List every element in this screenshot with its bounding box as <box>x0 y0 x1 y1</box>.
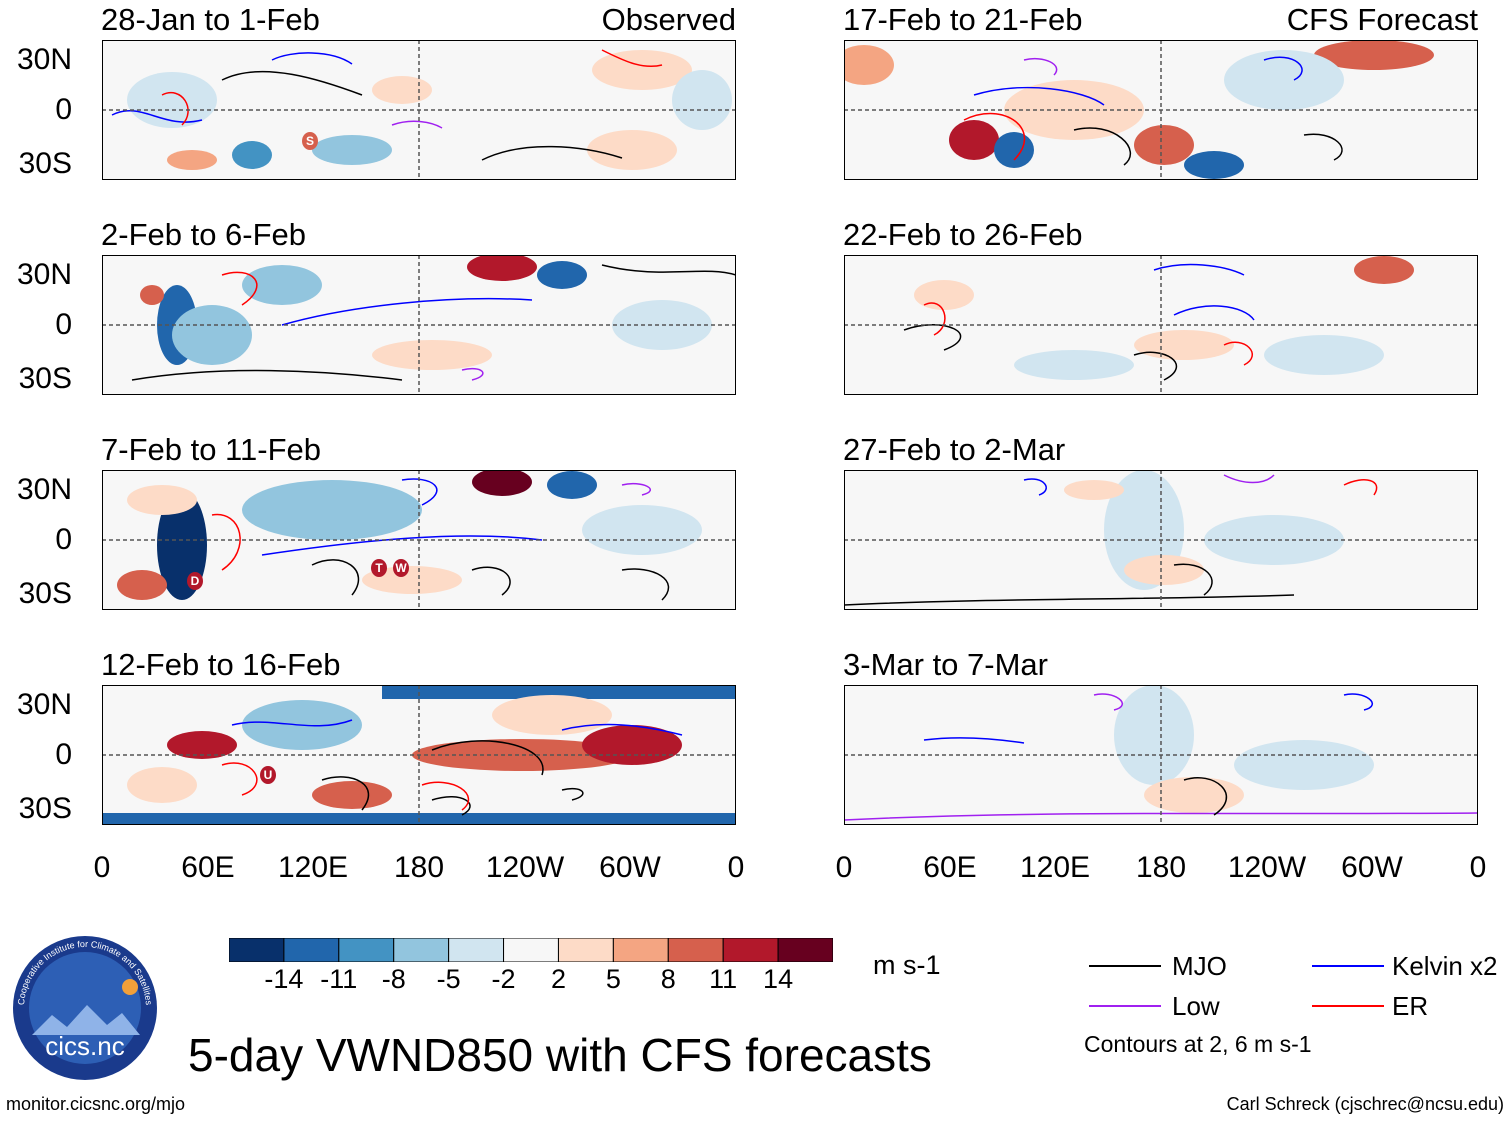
xtick-right-120e: 120E <box>1019 851 1091 884</box>
xtick-right-60e: 60E <box>923 851 977 884</box>
ytick-30n-1: 30N <box>16 43 72 76</box>
storm-marker-t: T <box>371 559 387 577</box>
colorbar-swatch <box>283 938 340 962</box>
ytick-30s-4: 30S <box>18 792 72 825</box>
ytick-0-1: 0 <box>55 93 72 126</box>
panel-title-3: 7-Feb to 11-Feb <box>101 432 321 467</box>
map-panel-forecast-3 <box>844 470 1478 610</box>
colorbar-swatch <box>338 938 395 962</box>
colorbar-swatch <box>229 938 285 962</box>
xtick-left-0-end: 0 <box>727 851 745 884</box>
xtick-right-0: 0 <box>835 851 853 884</box>
panel-title-5: 17-Feb to 21-Feb <box>843 2 1083 37</box>
colorbar-swatch <box>722 938 779 962</box>
legend-line-er <box>1312 1005 1384 1007</box>
colorbar-swatch <box>448 938 505 962</box>
colorbar-label: -8 <box>381 964 406 994</box>
colorbar-label: -2 <box>491 964 516 994</box>
map-panel-observed-3 <box>102 470 736 610</box>
footer-credit: Carl Schreck (cjschrec@ncsu.edu) <box>1226 1094 1504 1114</box>
panel-title-6: 22-Feb to 26-Feb <box>843 217 1083 252</box>
xtick-left-0: 0 <box>93 851 111 884</box>
legend-line-mjo <box>1089 965 1161 967</box>
colorbar-swatch <box>503 938 559 962</box>
colorbar-label: 2 <box>550 964 566 994</box>
xtick-left-180: 180 <box>393 851 445 884</box>
xtick-left-120w: 120W <box>485 851 565 884</box>
xtick-left-120e: 120E <box>277 851 349 884</box>
ytick-0-2: 0 <box>55 308 72 341</box>
colorbar-label: -11 <box>320 964 358 994</box>
colorbar-swatch <box>393 938 450 962</box>
map-panel-forecast-2 <box>844 255 1478 395</box>
map-panel-forecast-1 <box>844 40 1478 180</box>
colorbar-label: -14 <box>264 964 304 994</box>
legend-label-kelvin: Kelvin x2 <box>1392 951 1498 981</box>
storm-marker-s: S <box>302 132 318 150</box>
colorbar-label: 11 <box>709 964 738 994</box>
ytick-30n-3: 30N <box>16 473 72 506</box>
xtick-left-60w: 60W <box>599 851 661 884</box>
legend-line-kelvin <box>1312 965 1384 967</box>
ytick-30s-1: 30S <box>18 147 72 180</box>
storm-marker-u: U <box>260 766 276 784</box>
map-panel-forecast-4 <box>844 685 1478 825</box>
colorbar-label: -5 <box>436 964 461 994</box>
ytick-0-3: 0 <box>55 523 72 556</box>
cics-logo: cics.nc Cooperative Institute for Climat… <box>13 936 157 1080</box>
ytick-30s-2: 30S <box>18 362 72 395</box>
legend-label-mjo: MJO <box>1172 951 1227 981</box>
map-panel-observed-4 <box>102 685 736 825</box>
storm-marker-w: W <box>393 559 409 577</box>
panel-title-1: 28-Jan to 1-Feb <box>101 2 320 37</box>
legend-label-er: ER <box>1392 991 1429 1021</box>
colorbar-label: 8 <box>660 964 676 994</box>
xtick-right-120w: 120W <box>1227 851 1307 884</box>
colorbar-swatch <box>557 938 614 962</box>
panel-title-2: 2-Feb to 6-Feb <box>101 217 307 252</box>
colorbar-swatch <box>667 938 724 962</box>
colorbar-label: 5 <box>605 964 621 994</box>
logo-text: cics.nc <box>45 1031 124 1061</box>
colorbar-swatch <box>612 938 669 962</box>
xtick-right-60w: 60W <box>1341 851 1403 884</box>
contours-note: Contours at 2, 6 m s-1 <box>1084 1031 1312 1057</box>
footer-url: monitor.cicsnc.org/mjo <box>6 1094 186 1114</box>
xtick-left-60e: 60E <box>181 851 235 884</box>
map-panel-observed-2 <box>102 255 736 395</box>
ytick-30s-3: 30S <box>18 577 72 610</box>
panel-title-4: 12-Feb to 16-Feb <box>101 647 341 682</box>
map-panel-observed-1 <box>102 40 736 180</box>
legend-label-low: Low <box>1172 991 1220 1021</box>
ytick-30n-4: 30N <box>16 688 72 721</box>
observed-label: Observed <box>601 2 736 37</box>
colorbar-swatch <box>777 938 833 962</box>
colorbar-units: m s-1 <box>873 950 941 980</box>
legend-line-low <box>1089 1005 1161 1007</box>
storm-marker-d: D <box>187 572 203 590</box>
colorbar <box>229 938 833 962</box>
forecast-label: CFS Forecast <box>1286 2 1478 37</box>
ytick-30n-2: 30N <box>16 258 72 291</box>
xtick-right-180: 180 <box>1135 851 1187 884</box>
xtick-right-0-end: 0 <box>1469 851 1487 884</box>
panel-title-7: 27-Feb to 2-Mar <box>843 432 1066 467</box>
panel-title-8: 3-Mar to 7-Mar <box>843 647 1048 682</box>
figure-title: 5-day VWND850 with CFS forecasts <box>188 1029 932 1081</box>
colorbar-label: 14 <box>763 964 794 994</box>
ytick-0-4: 0 <box>55 738 72 771</box>
